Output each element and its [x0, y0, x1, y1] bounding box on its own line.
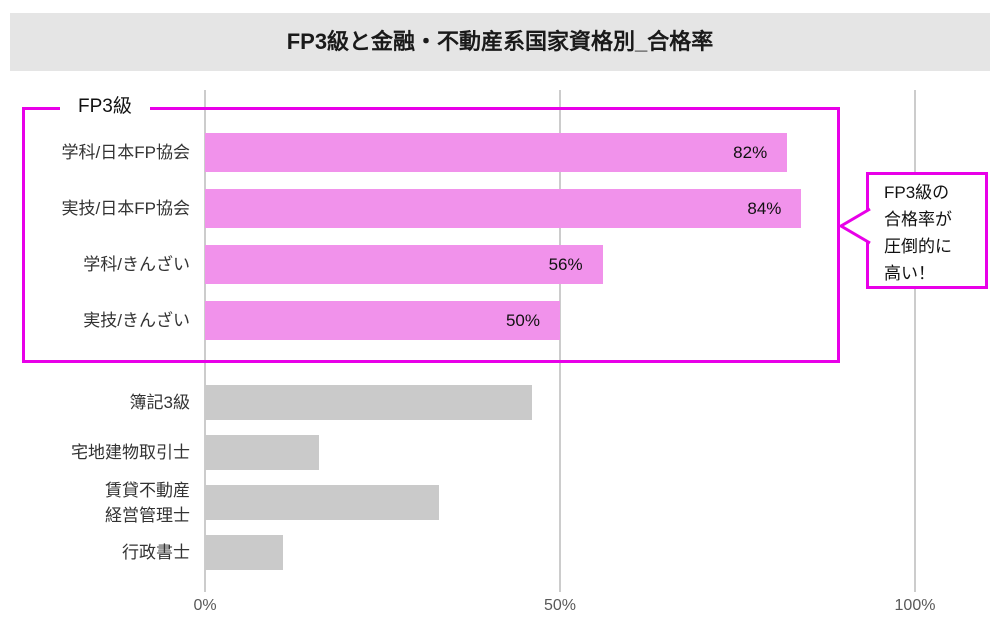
category-label: 賃貸不動産 経営管理士 [105, 480, 190, 525]
category-label: 実技/日本FP協会 [61, 199, 190, 218]
category-label: 宅地建物取引士 [71, 443, 190, 462]
category-label: 学科/きんざい [83, 255, 190, 274]
category-label: 学科/日本FP協会 [61, 143, 190, 162]
bar-gakka-fp-kyokai: 82% [205, 133, 788, 172]
bar-gakka-kinzai: 56% [205, 245, 603, 284]
bar-value-label: 50% [505, 310, 540, 330]
bar-value-label: 84% [747, 198, 782, 218]
bar-jitsugi-fp-kyokai: 84% [205, 189, 802, 228]
bar-value-label: 82% [733, 142, 768, 162]
title-banner: FP3級と金融・不動産系国家資格別_合格率 [10, 13, 990, 71]
x-tick-0: 0% [193, 597, 217, 614]
fp3-group-outline-box [22, 107, 840, 363]
bar-gyosei [205, 535, 284, 570]
x-tick-50: 50% [543, 597, 577, 614]
callout-text: FP3級の 合格率が 圧倒的に 高い！ [884, 183, 952, 283]
fp3-group-label: FP3級 [60, 94, 150, 120]
callout-box: FP3級の 合格率が 圧倒的に 高い！ [866, 172, 988, 289]
y-axis-line [204, 90, 206, 592]
bar-boki3 [205, 385, 532, 420]
bar-chintai [205, 485, 440, 520]
bar-takken [205, 435, 319, 470]
bar-value-label: 56% [548, 254, 583, 274]
chart-title: FP3級と金融・不動産系国家資格別_合格率 [286, 29, 714, 54]
gridline-100pct [914, 90, 916, 592]
category-label: 簿記3級 [129, 393, 190, 412]
bar-jitsugi-kinzai: 50% [205, 301, 560, 340]
callout-tail-icon [838, 207, 871, 245]
gridline-50pct [559, 90, 561, 592]
category-label: 行政書士 [122, 543, 190, 562]
category-label: 実技/きんざい [83, 311, 190, 330]
x-tick-100: 100% [894, 597, 936, 614]
